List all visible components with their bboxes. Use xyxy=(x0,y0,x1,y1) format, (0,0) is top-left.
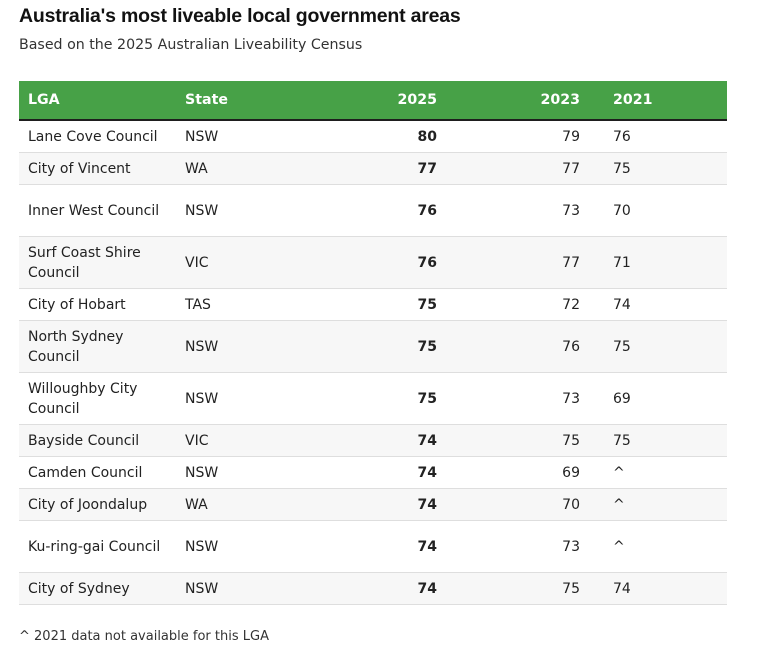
table-body: Lane Cove Council NSW 80 79 76 City of Vincen… xyxy=(19,121,727,605)
cell-2025: 76 xyxy=(417,254,437,271)
cell-2021: 76 xyxy=(613,128,631,145)
column-header-lga: LGA xyxy=(28,92,60,108)
cell-lga: Inner West Council xyxy=(28,202,160,219)
table-row: Ku-ring-gai Council NSW 74 73 ^ xyxy=(19,521,727,573)
cell-state: NSW xyxy=(185,464,219,481)
footnote: ^ 2021 data not available for this LGA xyxy=(19,629,269,644)
table-row: Inner West Council NSW 76 73 70 xyxy=(19,185,727,237)
cell-lga: Surf Coast Shire Council xyxy=(28,244,141,281)
cell-2023: 73 xyxy=(562,390,580,407)
cell-2023: 73 xyxy=(562,538,580,555)
cell-2021: 71 xyxy=(613,254,631,271)
cell-state: VIC xyxy=(185,432,209,449)
cell-2021: 75 xyxy=(613,432,631,449)
cell-2025: 75 xyxy=(417,390,437,407)
cell-2021: 69 xyxy=(613,390,631,407)
table-row: Camden Council NSW 74 69 ^ xyxy=(19,457,727,489)
cell-2025: 80 xyxy=(417,128,437,145)
cell-2023: 75 xyxy=(562,580,580,597)
cell-2025: 76 xyxy=(417,202,437,219)
cell-lga: Ku-ring-gai Council xyxy=(28,538,161,555)
table-row: City of Vincent WA 77 77 75 xyxy=(19,153,727,185)
cell-2023: 75 xyxy=(562,432,580,449)
cell-2025: 74 xyxy=(417,580,437,597)
cell-2025: 77 xyxy=(417,160,437,177)
chart-subtitle: Based on the 2025 Australian Liveability… xyxy=(19,37,363,53)
cell-lga: Willoughby City Council xyxy=(28,380,138,417)
cell-lga: Lane Cove Council xyxy=(28,128,158,145)
cell-2021: 75 xyxy=(613,338,631,355)
cell-state: NSW xyxy=(185,338,219,355)
column-header-state: State xyxy=(185,92,228,108)
cell-2021: ^ xyxy=(613,464,625,481)
cell-2025: 74 xyxy=(417,464,437,481)
liveability-table: LGA State 2025 2023 2021 Lane Cove Counc… xyxy=(19,81,727,605)
cell-2023: 77 xyxy=(562,254,580,271)
cell-state: VIC xyxy=(185,254,209,271)
cell-2023: 69 xyxy=(562,464,580,481)
table-row: Surf Coast Shire Council VIC 76 77 71 xyxy=(19,237,727,289)
cell-lga: Camden Council xyxy=(28,464,143,481)
cell-lga: City of Joondalup xyxy=(28,496,148,513)
table-row: City of Sydney NSW 74 75 74 xyxy=(19,573,727,605)
table-row: City of Hobart TAS 75 72 74 xyxy=(19,289,727,321)
cell-state: NSW xyxy=(185,128,219,145)
cell-lga: North Sydney Council xyxy=(28,328,124,365)
cell-2023: 76 xyxy=(562,338,580,355)
cell-state: WA xyxy=(185,160,208,177)
cell-2023: 70 xyxy=(562,496,580,513)
cell-2025: 74 xyxy=(417,432,437,449)
table-row: North Sydney Council NSW 75 76 75 xyxy=(19,321,727,373)
table-header: LGA State 2025 2023 2021 xyxy=(19,81,727,121)
cell-2021: 75 xyxy=(613,160,631,177)
column-header-2025: 2025 xyxy=(397,92,438,108)
cell-2025: 75 xyxy=(417,296,437,313)
cell-state: NSW xyxy=(185,538,219,555)
cell-state: NSW xyxy=(185,202,219,219)
cell-2021: ^ xyxy=(613,538,625,555)
table-row: Lane Cove Council NSW 80 79 76 xyxy=(19,121,727,153)
cell-2023: 79 xyxy=(562,128,580,145)
cell-2025: 74 xyxy=(417,496,437,513)
cell-lga: Bayside Council xyxy=(28,432,140,449)
column-header-2023: 2023 xyxy=(540,92,581,108)
table-row: Bayside Council VIC 74 75 75 xyxy=(19,425,727,457)
table-row: City of Joondalup WA 74 70 ^ xyxy=(19,489,727,521)
cell-lga: City of Hobart xyxy=(28,296,126,313)
cell-2021: 74 xyxy=(613,296,631,313)
table-row: Willoughby City Council NSW 75 73 69 xyxy=(19,373,727,425)
cell-lga: City of Sydney xyxy=(28,580,130,597)
cell-2021: ^ xyxy=(613,496,625,513)
cell-2021: 74 xyxy=(613,580,631,597)
chart-title: Australia's most liveable local governme… xyxy=(19,5,461,27)
cell-state: NSW xyxy=(185,580,219,597)
cell-state: WA xyxy=(185,496,208,513)
cell-2025: 74 xyxy=(417,538,437,555)
cell-state: NSW xyxy=(185,390,219,407)
cell-lga: City of Vincent xyxy=(28,160,131,177)
cell-2023: 77 xyxy=(562,160,580,177)
cell-2023: 73 xyxy=(562,202,580,219)
cell-state: TAS xyxy=(185,296,211,313)
column-header-2021: 2021 xyxy=(613,92,653,108)
cell-2021: 70 xyxy=(613,202,631,219)
cell-2025: 75 xyxy=(417,338,437,355)
cell-2023: 72 xyxy=(562,296,580,313)
